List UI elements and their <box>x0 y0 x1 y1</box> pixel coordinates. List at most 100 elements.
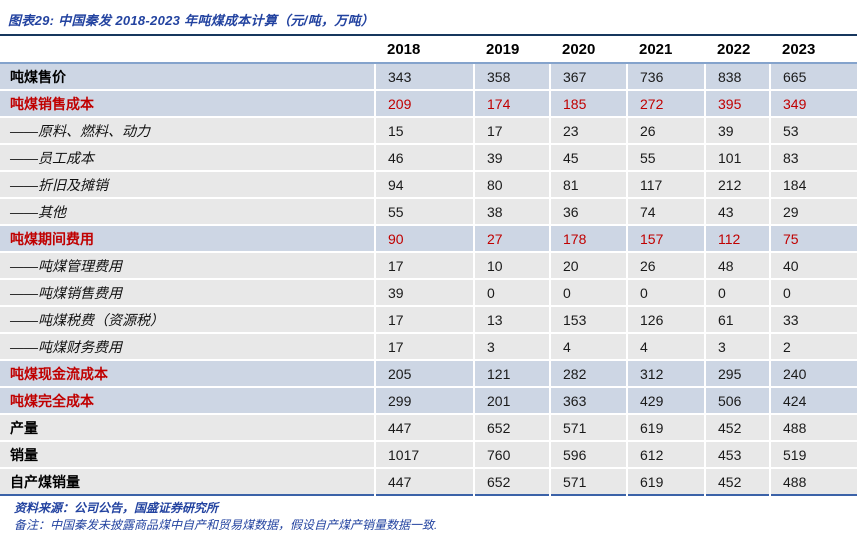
value-cell: 94 <box>374 171 474 199</box>
value-cell: 652 <box>473 468 550 495</box>
value-cell: 209 <box>374 90 474 118</box>
value-cell: 112 <box>704 225 770 253</box>
value-cell: 23 <box>549 117 627 145</box>
table-row: 销量 1017 760 596 612 453 519 <box>0 441 857 469</box>
value-cell: 153 <box>549 306 627 334</box>
value-cell: 157 <box>626 225 705 253</box>
value-cell: 174 <box>473 90 550 118</box>
remark-note: 备注：中国秦发未披露商品煤中自产和贸易煤数据，假设自产煤产销量数据一致. <box>14 518 438 532</box>
value-cell: 452 <box>704 414 770 442</box>
value-cell: 46 <box>374 144 474 172</box>
value-cell: 612 <box>626 441 705 469</box>
value-cell: 53 <box>769 117 857 145</box>
row-label-cell: ——员工成本 <box>0 144 375 172</box>
table-row: ——原料、燃料、动力 15 17 23 26 39 53 <box>0 117 857 145</box>
value-cell: 343 <box>374 63 474 91</box>
value-cell: 838 <box>704 63 770 91</box>
value-cell: 201 <box>473 387 550 415</box>
value-cell: 760 <box>473 441 550 469</box>
row-label-cell: ——吨煤销售费用 <box>0 279 375 307</box>
value-cell: 619 <box>626 468 705 495</box>
header-empty-cell <box>0 36 375 64</box>
table-body: 吨煤售价 343 358 367 736 838 665 吨煤销售成本 209 174 185 272… <box>0 63 857 495</box>
value-cell: 38 <box>473 198 550 226</box>
value-cell: 0 <box>549 279 627 307</box>
value-cell: 447 <box>374 414 474 442</box>
value-cell: 10 <box>473 252 550 280</box>
table-row: 自产煤销量 447 652 571 619 452 488 <box>0 468 857 495</box>
value-cell: 506 <box>704 387 770 415</box>
value-cell: 272 <box>626 90 705 118</box>
value-cell: 184 <box>769 171 857 199</box>
source-note: 资料来源：公司公告，国盛证券研究所 <box>14 501 219 515</box>
value-cell: 45 <box>549 144 627 172</box>
value-cell: 55 <box>626 144 705 172</box>
value-cell: 395 <box>704 90 770 118</box>
table-row: ——员工成本 46 39 45 55 101 83 <box>0 144 857 172</box>
value-cell: 571 <box>549 468 627 495</box>
value-cell: 17 <box>374 333 474 361</box>
header-year-2021: 2021 <box>627 36 705 64</box>
value-cell: 3 <box>473 333 550 361</box>
value-cell: 33 <box>769 306 857 334</box>
value-cell: 40 <box>769 252 857 280</box>
value-cell: 4 <box>549 333 627 361</box>
row-label-cell: 吨煤期间费用 <box>0 225 375 253</box>
value-cell: 453 <box>704 441 770 469</box>
row-label-cell: 销量 <box>0 441 375 469</box>
value-cell: 74 <box>626 198 705 226</box>
table-row: ——折旧及摊销 94 80 81 117 212 184 <box>0 171 857 199</box>
row-label-cell: 产量 <box>0 414 375 442</box>
row-label-cell: ——折旧及摊销 <box>0 171 375 199</box>
table-row: 吨煤售价 343 358 367 736 838 665 <box>0 63 857 91</box>
row-label-cell: 吨煤现金流成本 <box>0 360 375 388</box>
value-cell: 652 <box>473 414 550 442</box>
table-row: ——吨煤税费（资源税） 17 13 153 126 61 33 <box>0 306 857 334</box>
value-cell: 178 <box>549 225 627 253</box>
table-row: 吨煤现金流成本 205 121 282 312 295 240 <box>0 360 857 388</box>
value-cell: 17 <box>473 117 550 145</box>
figure-footer: 资料来源：公司公告，国盛证券研究所 备注：中国秦发未披露商品煤中自产和贸易煤数据… <box>0 496 857 533</box>
coal-cost-table: 2018 2019 2020 2021 2022 2023 吨煤售价 343 358… <box>0 36 857 496</box>
value-cell: 519 <box>769 441 857 469</box>
table-row: ——其他 55 38 36 74 43 29 <box>0 198 857 226</box>
value-cell: 349 <box>769 90 857 118</box>
value-cell: 1017 <box>374 441 474 469</box>
row-label-cell: 吨煤完全成本 <box>0 387 375 415</box>
value-cell: 429 <box>626 387 705 415</box>
value-cell: 596 <box>549 441 627 469</box>
value-cell: 619 <box>626 414 705 442</box>
value-cell: 0 <box>769 279 857 307</box>
table-row: 吨煤期间费用 90 27 178 157 112 75 <box>0 225 857 253</box>
value-cell: 295 <box>704 360 770 388</box>
table-row: ——吨煤财务费用 17 3 4 4 3 2 <box>0 333 857 361</box>
header-year-2018: 2018 <box>375 36 474 64</box>
table-row: ——吨煤销售费用 39 0 0 0 0 0 <box>0 279 857 307</box>
header-year-2022: 2022 <box>705 36 770 64</box>
header-row: 2018 2019 2020 2021 2022 2023 <box>0 36 857 64</box>
value-cell: 48 <box>704 252 770 280</box>
value-cell: 665 <box>769 63 857 91</box>
row-label-cell: ——吨煤财务费用 <box>0 333 375 361</box>
value-cell: 363 <box>549 387 627 415</box>
table-row: ——吨煤管理费用 17 10 20 26 48 40 <box>0 252 857 280</box>
table-row: 吨煤销售成本 209 174 185 272 395 349 <box>0 90 857 118</box>
row-label-cell: 自产煤销量 <box>0 468 375 495</box>
value-cell: 358 <box>473 63 550 91</box>
value-cell: 0 <box>626 279 705 307</box>
value-cell: 488 <box>769 468 857 495</box>
row-label-cell: ——原料、燃料、动力 <box>0 117 375 145</box>
value-cell: 205 <box>374 360 474 388</box>
value-cell: 126 <box>626 306 705 334</box>
row-label-cell: ——吨煤税费（资源税） <box>0 306 375 334</box>
value-cell: 61 <box>704 306 770 334</box>
table-row: 吨煤完全成本 299 201 363 429 506 424 <box>0 387 857 415</box>
value-cell: 27 <box>473 225 550 253</box>
value-cell: 26 <box>626 117 705 145</box>
row-label-cell: ——其他 <box>0 198 375 226</box>
value-cell: 0 <box>704 279 770 307</box>
value-cell: 212 <box>704 171 770 199</box>
value-cell: 55 <box>374 198 474 226</box>
value-cell: 80 <box>473 171 550 199</box>
